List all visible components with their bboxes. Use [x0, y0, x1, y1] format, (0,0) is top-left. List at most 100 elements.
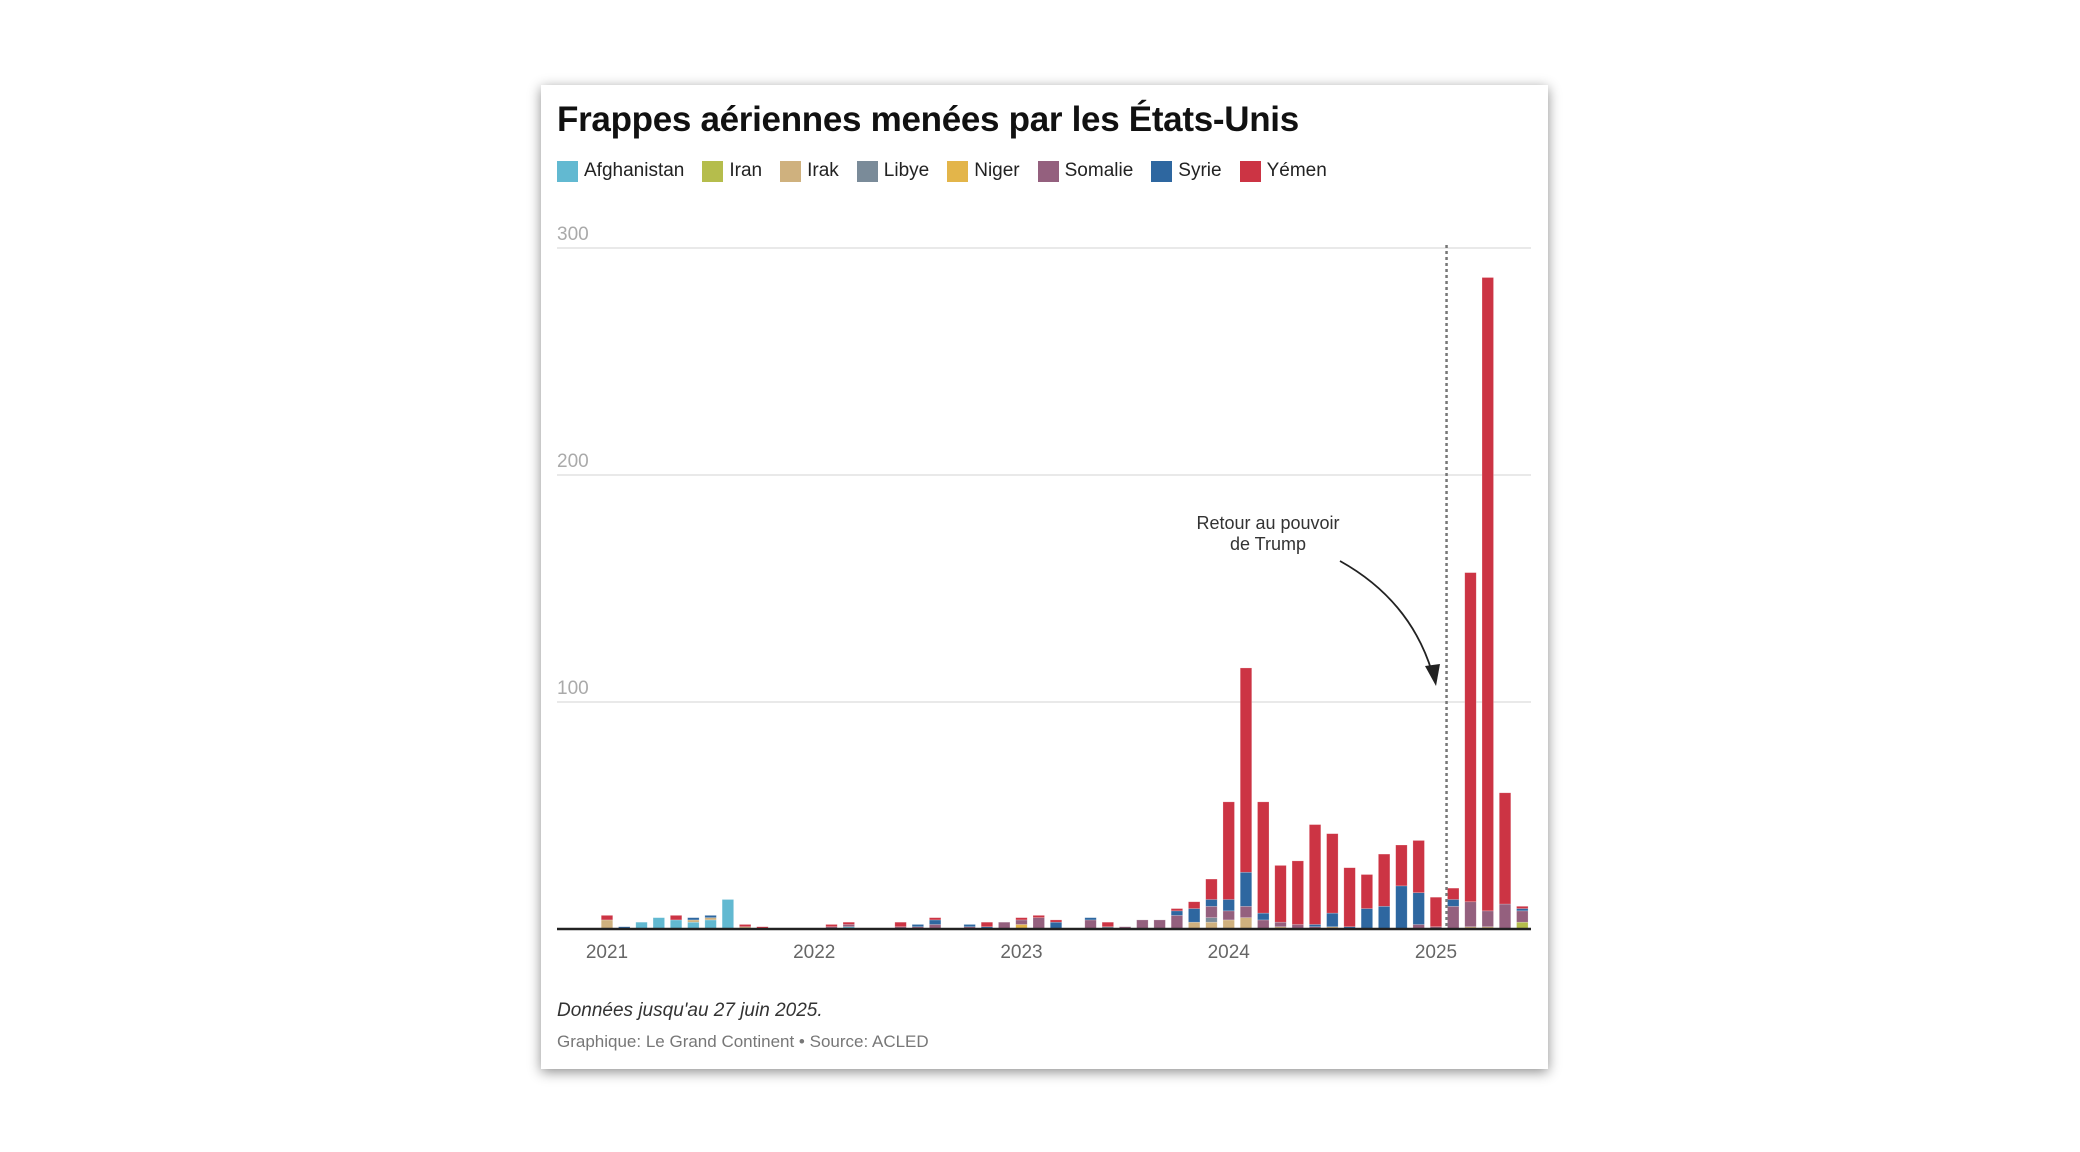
bar-segment-yémen — [929, 917, 942, 921]
legend-swatch — [947, 160, 969, 182]
legend-item: Afghanistan — [557, 160, 684, 182]
bar-segment-syrie — [1205, 899, 1218, 907]
legend-swatch — [856, 160, 878, 182]
bar-segment-somalie — [1015, 919, 1028, 925]
y-tick-label: 300 — [557, 224, 589, 245]
legend-label: Somalie — [1064, 160, 1134, 181]
bar-segment-somalie — [1153, 919, 1166, 930]
x-tick-label: 2022 — [793, 942, 835, 963]
bar-segment-afghanistan — [704, 919, 717, 930]
bar-segment-yémen — [670, 915, 683, 921]
chart-title: Frappes aériennes menées par les États-U… — [557, 100, 1299, 139]
bar-segment-somalie — [1257, 919, 1270, 930]
bar-segment-somalie — [842, 924, 855, 928]
bar-segment-yémen — [1516, 905, 1529, 909]
legend-swatch — [557, 160, 578, 182]
bar-segment-yémen — [1015, 917, 1028, 921]
annotation-text: Retour au pouvoir — [1196, 513, 1339, 533]
legend-label: Iran — [729, 160, 763, 181]
x-tick-label: 2025 — [1415, 942, 1457, 963]
legend-swatch — [1151, 160, 1173, 182]
legend-label: Libye — [883, 160, 930, 181]
bar-segment-syrie — [1309, 924, 1322, 928]
bar-segment-afghanistan — [652, 917, 665, 930]
bar-segment-yémen — [739, 924, 752, 928]
bar-segment-somalie — [1170, 915, 1183, 930]
bar-segment-syrie — [1257, 912, 1270, 921]
bar-segment-yémen — [1222, 801, 1235, 900]
bar-segment-syrie — [1395, 885, 1408, 930]
bar-segment-yémen — [825, 924, 838, 928]
bar-segment-irak — [1222, 919, 1235, 930]
bar-segment-libye — [1205, 917, 1218, 923]
bar-segment-yémen — [1447, 887, 1460, 900]
bar-segment-syrie — [1378, 905, 1391, 930]
legend-item: Libye — [856, 160, 930, 182]
bar-segment-yémen — [1326, 833, 1339, 914]
bar-segment-yémen — [1378, 853, 1391, 907]
y-tick-label: 200 — [557, 451, 589, 472]
bar-segment-somalie — [1205, 905, 1218, 918]
bar-segment-syrie — [1084, 917, 1097, 921]
bar-segment-syrie — [1360, 908, 1373, 930]
bar-segment-somalie — [1084, 919, 1097, 930]
bar-segment-somalie — [1464, 901, 1477, 928]
bar-segment-syrie — [1222, 899, 1235, 912]
y-tick-label: 100 — [557, 678, 589, 699]
bar-segment-irak — [600, 919, 614, 930]
legend-label: Yémen — [1266, 160, 1327, 181]
bar-segment-somalie — [1274, 921, 1287, 928]
arrow-head-icon — [1425, 664, 1440, 686]
bar-segment-yémen — [1498, 792, 1512, 905]
bar-segment-yémen — [1188, 901, 1201, 909]
bar-segment-yémen — [980, 921, 993, 928]
legend-label: Syrie — [1178, 160, 1222, 181]
source-credit: Graphique: Le Grand Continent • Source: … — [557, 1032, 929, 1051]
bar-segment-afghanistan — [670, 919, 683, 930]
bar-segment-irak — [1239, 917, 1253, 930]
legend-swatch — [702, 160, 724, 182]
bar-segment-irak — [704, 917, 717, 921]
bar-segment-yémen — [1309, 824, 1322, 925]
bar-segment-yémen — [1274, 865, 1287, 923]
legend-swatch — [1037, 160, 1059, 182]
bar-segment-yémen — [1481, 277, 1494, 912]
legend-item: Syrie — [1151, 160, 1222, 182]
bar-segment-yémen — [842, 921, 855, 925]
bar-segment-somalie — [1498, 903, 1512, 930]
bar-segment-yémen — [1395, 844, 1408, 887]
legend-item: Iran — [702, 160, 762, 182]
bar-segment-syrie — [1188, 908, 1201, 923]
bar-segment-syrie — [1447, 899, 1460, 907]
data-note: Données jusqu'au 27 juin 2025. — [557, 1000, 823, 1021]
legend-swatch — [780, 160, 802, 182]
bar-segment-syrie — [704, 915, 717, 918]
bar-segment-yémen — [1464, 572, 1477, 903]
bar-segment-yémen — [894, 921, 907, 928]
legend: Afghanistan Iran Irak Libye Niger Somalie Syri… — [557, 160, 1327, 182]
bar-segment-syrie — [1170, 910, 1183, 916]
legend-label: Irak — [807, 160, 839, 181]
x-tick-label: 2023 — [1000, 942, 1042, 963]
legend-item: Somalie — [1037, 160, 1134, 182]
bar-segment-syrie — [1239, 871, 1253, 907]
bar-segment-afghanistan — [721, 899, 734, 930]
x-tick-label: 2024 — [1208, 942, 1251, 963]
legend-item: Yémen — [1239, 160, 1327, 182]
bar-segment-yémen — [1032, 915, 1045, 918]
legend-swatch — [1239, 160, 1261, 182]
bar-segment-somalie — [1447, 905, 1460, 930]
bar-segment-yémen — [1360, 874, 1373, 909]
bar-segment-syrie — [687, 917, 700, 921]
bar-segment-somalie — [1032, 917, 1045, 930]
bar-segment-syrie — [1326, 912, 1339, 928]
bar-segment-syrie — [1412, 892, 1425, 925]
legend-item: Niger — [947, 160, 1020, 182]
bar-segment-syrie — [963, 924, 976, 928]
bar-segment-syrie — [929, 919, 942, 925]
bar-segment-yémen — [1205, 878, 1218, 900]
legend-item: Irak — [780, 160, 839, 182]
legend-label: Afghanistan — [584, 160, 685, 181]
bar-segment-somalie — [1516, 910, 1529, 923]
